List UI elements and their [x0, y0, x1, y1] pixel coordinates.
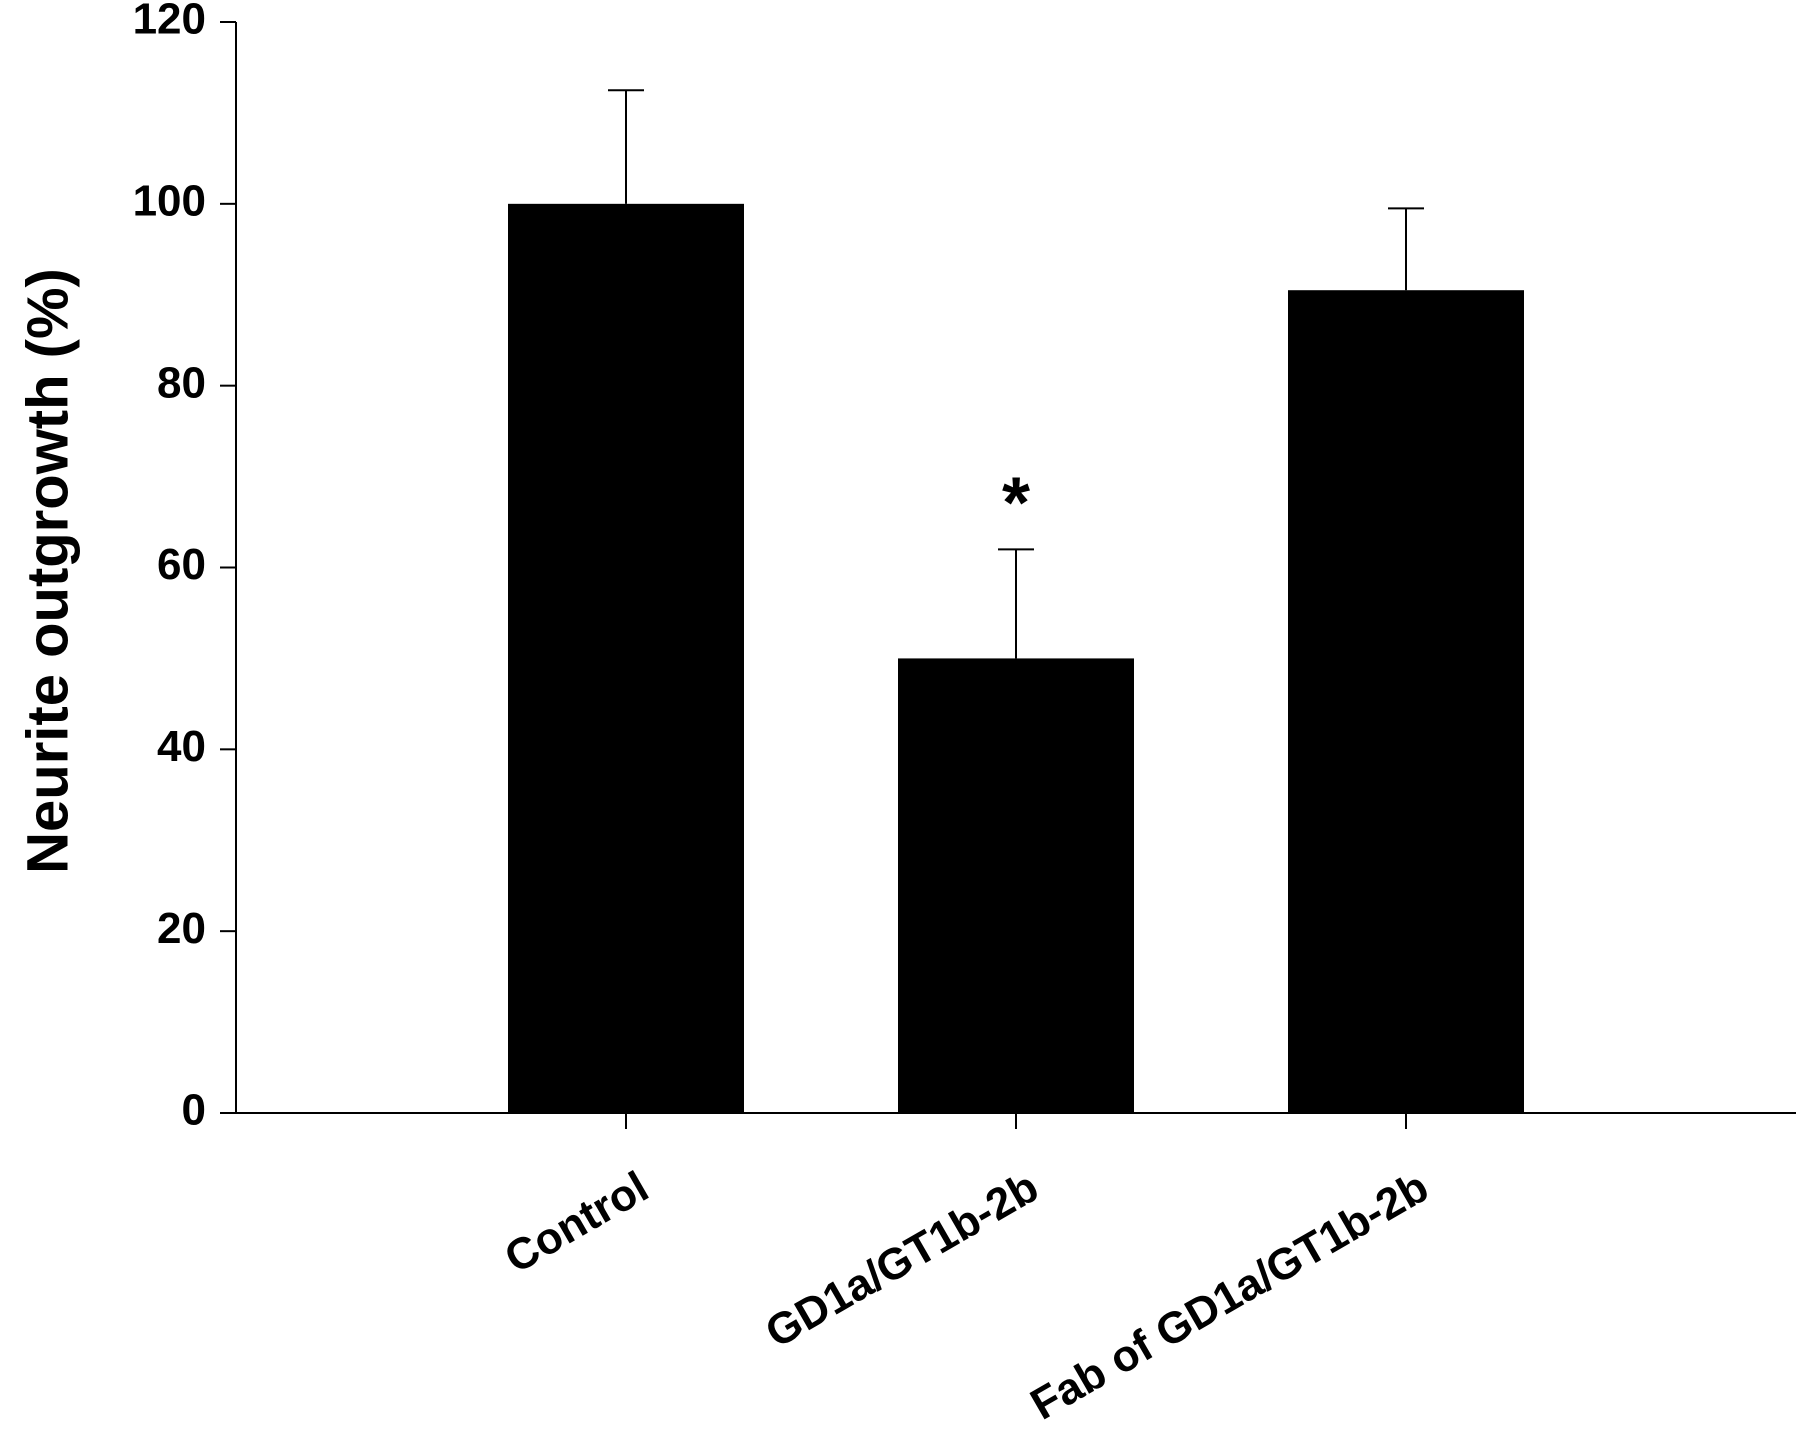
bar	[898, 658, 1134, 1113]
y-axis-label: Neurite outgrowth (%)	[15, 268, 80, 874]
y-axis: 0 20 40 60 80 100 120	[133, 0, 237, 1135]
y-tick-label: 80	[157, 358, 206, 407]
annotations: *	[1002, 463, 1030, 543]
x-tick-label: Control	[497, 1162, 657, 1283]
bars	[508, 203, 1524, 1114]
bar	[1288, 290, 1524, 1113]
x-tick-label: Fab of GD1a/GT1b-2b	[1023, 1162, 1437, 1429]
y-tick-label: 100	[133, 176, 206, 225]
y-tick-label: 60	[157, 540, 206, 589]
y-tick-label: 120	[133, 0, 206, 44]
y-tick-label: 0	[182, 1086, 206, 1135]
y-tick-label: 20	[157, 904, 206, 953]
error-bars	[608, 89, 1424, 659]
y-tick-label: 40	[157, 722, 206, 771]
x-tick-label: GD1a/GT1b-2b	[757, 1162, 1046, 1357]
significance-marker: *	[1002, 463, 1030, 543]
bar	[508, 203, 744, 1114]
